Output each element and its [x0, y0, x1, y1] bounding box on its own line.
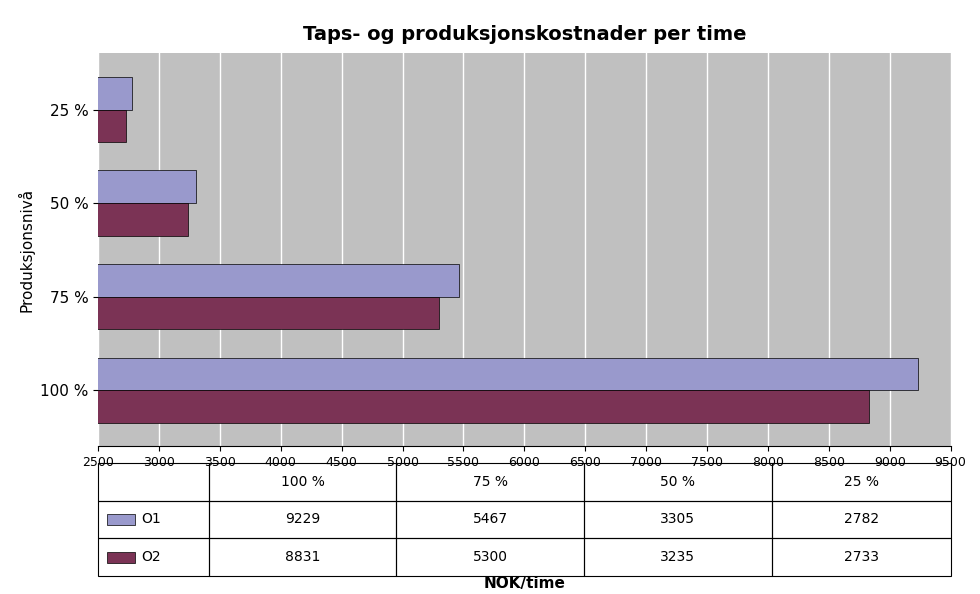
Bar [107, 514, 134, 525]
Bar [0, 170, 196, 203]
Text: 75 %: 75 % [472, 475, 508, 489]
Bar [0, 110, 126, 143]
Bar [584, 501, 771, 538]
Bar [98, 463, 209, 501]
Bar [396, 538, 584, 576]
Text: 3305: 3305 [661, 513, 695, 526]
Bar [209, 463, 396, 501]
Bar [396, 501, 584, 538]
Text: 5467: 5467 [472, 513, 508, 526]
Text: 5300: 5300 [472, 550, 508, 564]
Bar [771, 538, 951, 576]
Bar [0, 297, 439, 330]
Text: NOK/time: NOK/time [483, 576, 565, 591]
Text: 100 %: 100 % [280, 475, 324, 489]
Text: 9229: 9229 [285, 513, 320, 526]
Bar [209, 538, 396, 576]
Title: Taps- og produksjonskostnader per time: Taps- og produksjonskostnader per time [303, 24, 746, 43]
Bar [0, 77, 132, 110]
Text: O2: O2 [141, 550, 161, 564]
Bar [0, 390, 869, 423]
Bar [396, 463, 584, 501]
Bar [0, 264, 460, 297]
Bar [771, 463, 951, 501]
Text: 2782: 2782 [844, 513, 879, 526]
Bar [0, 203, 187, 236]
Bar [584, 463, 771, 501]
Bar [771, 501, 951, 538]
Text: 3235: 3235 [661, 550, 695, 564]
Text: 8831: 8831 [285, 550, 320, 564]
Bar [209, 501, 396, 538]
Bar [98, 501, 209, 538]
Bar [98, 538, 209, 576]
Bar [584, 538, 771, 576]
Bar [0, 358, 917, 390]
Text: 50 %: 50 % [661, 475, 695, 489]
Y-axis label: Produksjonsnivå: Produksjonsnivå [18, 188, 34, 312]
Text: 25 %: 25 % [844, 475, 879, 489]
Text: 2733: 2733 [844, 550, 879, 564]
Text: O1: O1 [141, 513, 161, 526]
Bar [107, 551, 134, 563]
